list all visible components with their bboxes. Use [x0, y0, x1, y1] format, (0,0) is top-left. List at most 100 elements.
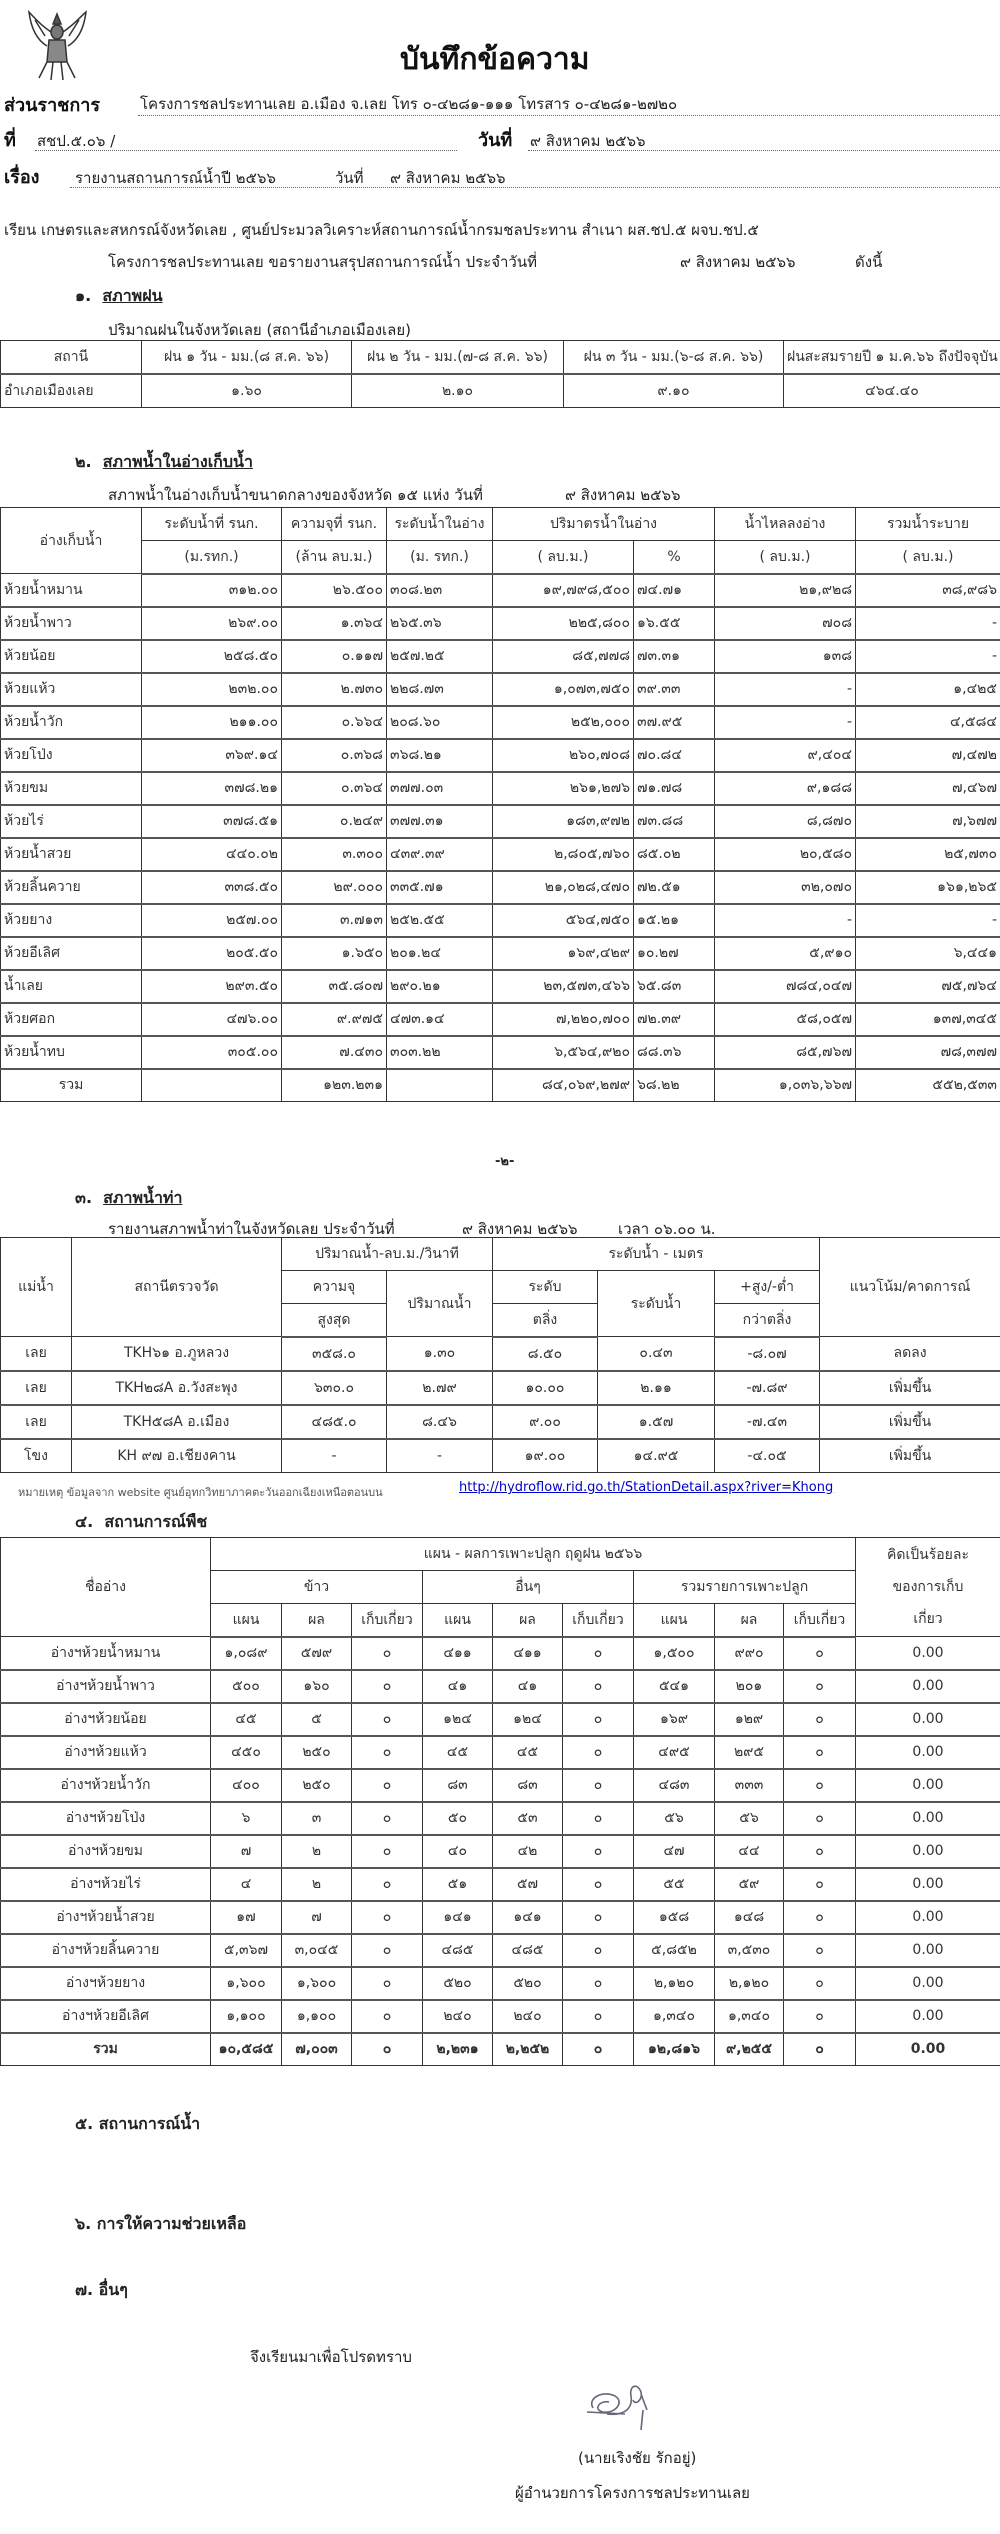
header-row: แผน ผล เก็บเกี่ยว แผน ผล เก็บเกี่ยว แผน ผล เก็บเ…: [1, 1603, 1000, 1638]
table-cell: ๐: [562, 1900, 634, 1935]
table-cell: ๘,๘๗๐: [714, 804, 856, 839]
column-header-line: เกี่ยว: [913, 1611, 943, 1627]
column-header: ปริมาตรน้ำในอ่าง: [492, 507, 715, 541]
table-cell: TKH๖๑ อ.ภูหลวง: [71, 1336, 282, 1372]
table-row: ห้วยน้ำทบ ๓๐๕.๐๐ ๗.๔๓๐ ๓๐๓.๒๒ ๖,๕๖๔,๙๒๐ ๘๘.๓๖…: [0, 1035, 1000, 1070]
table-cell: ๐: [782, 1702, 857, 1737]
table-cell: -: [855, 639, 1000, 674]
table-row: ห้วยยาง ๒๕๗.๐๐ ๓.๗๑๓ ๒๕๒.๕๕ ๕๖๔,๗๕๐ ๑๕.๒๑- -: [0, 903, 1000, 938]
table-cell: 0.00: [855, 1801, 1000, 1836]
table-cell: ๕๒๐: [422, 1966, 493, 2001]
table-cell: ๗: [210, 1834, 282, 1869]
table-row: ห้วยแห้ว ๒๓๒.๐๐ ๒.๗๓๐ ๒๒๘.๗๓ ๑,๐๗๓,๗๕๐ ๓๙.๓๓-…: [0, 672, 1000, 707]
table-cell: ๒๔๐: [422, 1999, 493, 2034]
table-cell: ห้วยน้ำวัก: [0, 705, 142, 740]
table-cell: ๒,๑๒๐: [633, 1966, 715, 2001]
table-cell: ๗,๖๗๗: [855, 804, 1000, 839]
table-cell: ๔๑: [422, 1669, 493, 1704]
table-cell: ๒๑๑.๐๐: [141, 705, 282, 740]
table-cell: ๑,๑๐๐: [210, 1999, 282, 2034]
table-cell: ๕๖๔,๗๕๐: [492, 903, 634, 938]
column-header: แผน: [210, 1603, 282, 1638]
column-header: เก็บเกี่ยว: [351, 1603, 423, 1638]
table-cell: ๔๗: [633, 1834, 715, 1869]
table-cell: ๒๖๕.๓๖: [386, 606, 493, 641]
signer-title: ผู้อำนวยการโครงการชลประทานเลย: [515, 2484, 750, 2502]
table-cell: ๔๐๐: [210, 1768, 282, 1803]
table-cell: ห้วยขม: [0, 771, 142, 806]
table-cell: ๕๓: [492, 1801, 563, 1836]
table-cell: ๘๓: [422, 1768, 493, 1803]
hydroflow-link[interactable]: http://hydroflow.rid.go.th/StationDetail…: [459, 1480, 834, 1495]
table-cell: ๑๔๑: [422, 1900, 493, 1935]
table-row: เลย TKH๕๘A อ.เมือง ๔๘๕.๐ ๘.๔๖ ๙.๐๐ ๑.๕๗ -๗.๔๓เ…: [0, 1404, 1000, 1440]
table-cell: ๑,๔๒๕: [855, 672, 1000, 707]
column-header: ระดับ: [492, 1270, 598, 1304]
header-row: อ่างเก็บน้ำ ระดับน้ำที่ รนก. ความจุที่ รนก…: [0, 507, 1000, 574]
table-cell: ๓,๕๓๐: [714, 1933, 784, 1968]
table-cell: ๐: [782, 1933, 857, 1968]
rain-heading-text: สภาพฝน: [102, 286, 163, 305]
table-cell: ๒๕๐: [281, 1735, 352, 1770]
header-row: (ม.รทก.) (ล้าน ลบ.ม.) (ม. รทก.)( ลบ.ม.)%( …: [1, 540, 1000, 575]
table-row: ห้วยศอก ๔๗๖.๐๐ ๙.๙๗๕ ๔๗๓.๑๔ ๗,๒๒๐,๗๐๐ ๗๒.๓๙ ๕๘…: [0, 1002, 1000, 1037]
table-cell: ๗๓.๘๘: [633, 804, 715, 839]
table-cell: ๒.๗๙: [386, 1370, 493, 1406]
table-cell: ๔๔: [714, 1834, 784, 1869]
table-cell: ๓๗๘.๕๑: [141, 804, 282, 839]
total-row: รวม ๑๒๓.๒๓๑ ๘๔,๐๖๙,๒๗๙ ๖๘.๒๒ ๑,๐๓๖,๖๖๗ ๕๕๒,๕๓…: [0, 1068, 1000, 1102]
table-cell: ๑,๓๔๐: [633, 1999, 715, 2034]
table-cell: ๙.๙๗๕: [281, 1002, 387, 1037]
table-cell: ๗๕,๗๖๔: [855, 969, 1000, 1004]
table-cell: ๒๐๕.๕๐: [141, 936, 282, 971]
table-cell: ๑๔๑: [492, 1900, 563, 1935]
table-cell: ห้วยน้อย: [0, 639, 142, 674]
table-cell: ๖๓๐.๐: [281, 1370, 387, 1406]
column-header: ความจุที่ รนก.: [281, 507, 387, 541]
table-cell: -: [714, 672, 856, 707]
table-cell: ๐.๑๑๗: [281, 639, 387, 674]
table-cell: ๒๙๓.๕๐: [141, 969, 282, 1004]
total-cell: ๕๕๒,๕๓๓: [855, 1068, 1000, 1102]
total-row: รวม ๑๐,๕๘๕ ๗,๐๐๓๐๒,๒๓๑ ๒,๒๕๒๐๑๒,๘๑๖ ๙,๒๕๕๐ 0.…: [0, 2032, 1000, 2066]
signer-name: (นายเริงชัย รักอยู่): [578, 2449, 697, 2467]
table-row: อ่างฯห้วยไร่๔๒๐๕๑ ๕๗๐๕๕ ๕๙๐ 0.00: [0, 1867, 1000, 1902]
table-cell: ๐: [351, 1966, 423, 2001]
table-cell: 0.00: [855, 1636, 1000, 1671]
table-cell: ๘๕,๗๗๘: [492, 639, 634, 674]
table-cell: อ่างฯห้วยน้ำหมาน: [0, 1636, 211, 1671]
table-cell: ๙๙๐: [714, 1636, 784, 1671]
table-cell: ๑,๖๐๐: [281, 1966, 352, 2001]
table-cell: ๒๐๘.๖๐: [386, 705, 493, 740]
table-cell: ๑,๕๐๐: [633, 1636, 715, 1671]
total-cell: รวม: [0, 2032, 211, 2066]
table-cell: ๓,๐๔๕: [281, 1933, 352, 1968]
table-cell: ๐: [782, 1636, 857, 1671]
table-cell: ๐: [351, 1834, 423, 1869]
total-cell: ๒,๒๓๑: [422, 2032, 493, 2066]
table-cell: ๐: [782, 1966, 857, 2001]
table-cell: ห้วยลิ้นควาย: [0, 870, 142, 905]
column-header: ผล: [492, 1603, 563, 1638]
table-cell: ๑๖๙,๔๒๙: [492, 936, 634, 971]
table-cell: ๒๖๐,๗๐๘: [492, 738, 634, 773]
table-cell: ๒.๑๐: [351, 373, 564, 408]
table-row: อ่างฯห้วยโป่ง๖๓๐๕๐ ๕๓๐๕๖ ๕๖๐ 0.00: [0, 1801, 1000, 1836]
table-cell: ๔๖๔.๔๐: [783, 373, 1000, 408]
table-row: น้ำเลย ๒๙๓.๕๐ ๓๕.๘๐๗ ๒๙๐.๒๑ ๒๓,๕๗๓,๔๖๖ ๖๕.๘๓๗…: [0, 969, 1000, 1004]
table-row: ห้วยขม ๓๗๘.๒๑ ๐.๓๖๔ ๓๗๗.๐๓ ๒๖๑,๒๗๖ ๗๑.๗๘ ๙,๑๘๘…: [0, 771, 1000, 806]
table-cell: ๐.๒๔๙: [281, 804, 387, 839]
table-cell: ๐: [351, 1735, 423, 1770]
table-cell: ๑๙.๐๐: [492, 1438, 598, 1473]
table-cell: ๗๐.๘๔: [633, 738, 715, 773]
ref-value: สชป.๕.๐๖ /: [37, 132, 116, 150]
table-cell: ๑๔๘: [714, 1900, 784, 1935]
table-cell: น้ำเลย: [0, 969, 142, 1004]
table-cell: -: [714, 705, 856, 740]
table-cell: ๐: [782, 1768, 857, 1803]
table-cell: ๒๔๐: [492, 1999, 563, 2034]
river-caption-time: เวลา ๐๖.๐๐ น.: [618, 1220, 716, 1238]
table-cell: ๐: [351, 1768, 423, 1803]
column-header: กว่าตลิ่ง: [713, 1303, 821, 1338]
assistance-heading: ๖. การให้ความช่วยเหลือ: [75, 2214, 247, 2233]
